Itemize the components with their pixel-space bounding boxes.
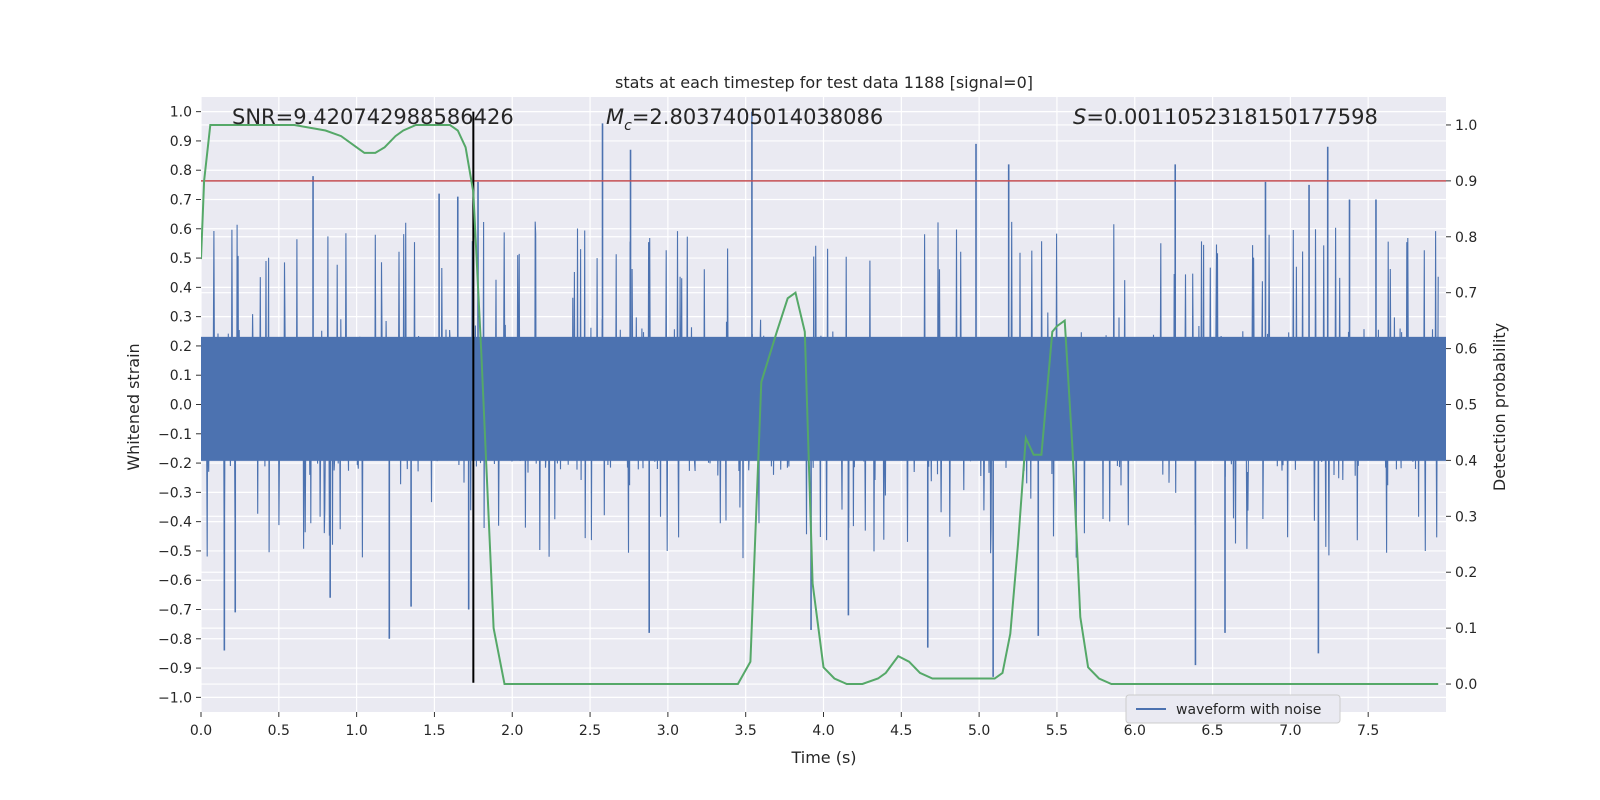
y-right-tick-label: 0.6 [1455,342,1477,358]
x-tick-label: 0.0 [190,723,212,739]
x-tick-label: 5.5 [1046,723,1068,739]
x-tick-label: 3.0 [657,723,679,739]
chirp-mass-annotation: Mc=2.8037405014038086 [606,105,883,134]
y-left-tick-label: −0.9 [158,661,192,677]
legend-box [1125,694,1341,724]
x-tick-label: 0.5 [268,723,290,739]
x-tick-label: 2.0 [501,723,523,739]
x-tick-label: 1.5 [423,723,445,739]
y-right-tick-label: 0.2 [1455,565,1477,581]
y-right-axis-label: Detection probability [1490,323,1509,491]
overlay-lines [201,111,1446,685]
y-right-tick-label: 0.4 [1455,453,1477,469]
y-left-tick-label: 0.2 [170,339,192,355]
y-left-tick-label: 1.0 [170,105,192,121]
y-left-tick-label: −0.4 [158,515,192,531]
detection-probability-line [201,124,1439,685]
x-tick-label: 4.5 [890,723,912,739]
y-left-tick-label: −0.8 [158,632,192,648]
chirp-mass-subscript: c [624,118,632,134]
y-left-tick-label: −0.3 [158,485,192,501]
statistic-symbol: S [1073,105,1086,129]
x-tick-label: 6.0 [1124,723,1146,739]
y-left-tick-label: −0.5 [158,544,192,560]
y-left-tick-label: 0.6 [170,222,192,238]
y-right-tick-label: 0.7 [1455,286,1477,302]
x-tick-label: 4.0 [812,723,834,739]
y-left-tick-label: 0.5 [170,251,192,267]
chart-title: stats at each timestep for test data 118… [615,73,1033,92]
y-right-tick-label: 0.0 [1455,677,1477,693]
x-tick-label: 7.5 [1357,723,1379,739]
y-left-tick-label: 0.0 [170,398,192,414]
y-right-tick-label: 0.5 [1455,398,1477,414]
y-left-axis-ticks: 1.0 0.9 0.8 0.7 0.6 0.5 0.4 0.3 0.2 0.1 0.0 −0.1 −0.… [158,105,201,706]
x-tick-label: 2.5 [579,723,601,739]
y-left-axis-label: Whitened strain [124,343,143,470]
x-tick-label: 7.0 [1279,723,1301,739]
y-left-tick-label: −0.2 [158,456,192,472]
chirp-mass-symbol: M [606,105,624,129]
legend: waveform with noise [1125,694,1341,724]
y-left-tick-label: −0.6 [158,573,192,589]
y-left-tick-label: 0.4 [170,280,192,296]
statistic-value: =0.0011052318150177598 [1086,105,1378,129]
y-right-axis-ticks: 1.0 0.9 0.8 0.7 0.6 0.5 0.4 0.3 0.2 0.1 0.0 [1446,118,1477,693]
x-tick-label: 5.0 [968,723,990,739]
x-tick-label: 1.0 [345,723,367,739]
y-left-tick-label: −0.7 [158,603,192,619]
snr-annotation: SNR=9.420742988586426 [232,105,514,129]
y-left-tick-label: 0.7 [170,193,192,209]
y-left-tick-label: 0.3 [170,310,192,326]
x-tick-label: 6.5 [1201,723,1223,739]
y-right-tick-label: 0.9 [1455,174,1477,190]
waveform-series [201,111,1446,677]
x-axis-label: Time (s) [790,748,856,767]
y-left-tick-label: −1.0 [158,690,192,706]
y-left-tick-label: 0.8 [170,163,192,179]
statistic-annotation: S=0.0011052318150177598 [1073,105,1378,129]
y-left-tick-label: 0.9 [170,134,192,150]
legend-waveform-label: waveform with noise [1176,702,1321,718]
y-left-tick-label: 0.1 [170,368,192,384]
y-right-tick-label: 0.3 [1455,509,1477,525]
y-left-tick-label: −0.1 [158,427,192,443]
y-right-tick-label: 1.0 [1455,118,1477,134]
waveform-dense-band [201,336,1446,461]
chirp-mass-value: =2.8037405014038086 [632,105,883,129]
x-tick-label: 3.5 [735,723,757,739]
y-right-tick-label: 0.8 [1455,230,1477,246]
y-right-tick-label: 0.1 [1455,621,1477,637]
